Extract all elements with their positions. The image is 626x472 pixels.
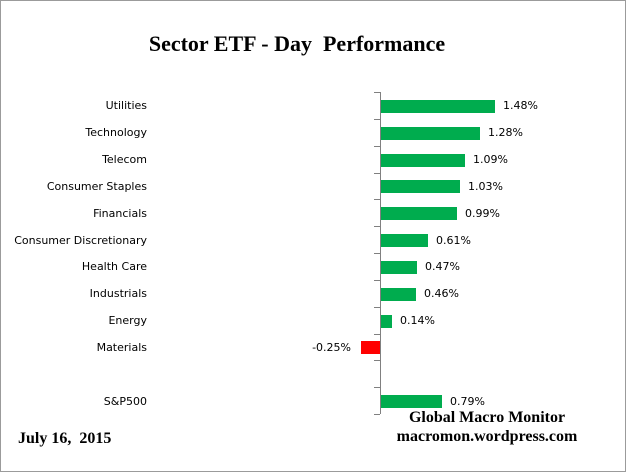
value-label: 0.99% xyxy=(465,207,500,220)
axis-tick xyxy=(374,307,380,308)
bar xyxy=(381,100,495,113)
footer-brand-url: macromon.wordpress.com xyxy=(396,428,578,445)
value-label: 0.79% xyxy=(450,395,485,408)
value-label: 0.46% xyxy=(424,287,459,300)
axis-tick xyxy=(374,280,380,281)
value-label: 1.48% xyxy=(503,99,538,112)
footer-brand-name: Global Macro Monitor xyxy=(408,409,566,426)
footer-date: July 16, 2015 xyxy=(18,430,112,447)
bar xyxy=(381,288,416,301)
category-label: Technology xyxy=(85,126,147,139)
category-label: Telecom xyxy=(102,153,147,166)
bar xyxy=(381,127,480,140)
category-label: S&P500 xyxy=(103,395,147,408)
bar xyxy=(381,395,442,408)
axis-tick xyxy=(374,360,380,361)
axis-tick xyxy=(374,119,380,120)
bar xyxy=(381,261,417,274)
axis-tick xyxy=(374,226,380,227)
category-label: Energy xyxy=(108,314,147,327)
axis-tick xyxy=(374,146,380,147)
category-label: Health Care xyxy=(81,260,147,273)
value-axis-line xyxy=(380,92,381,414)
axis-tick xyxy=(374,414,380,415)
chart-title: Sector ETF - Day Performance xyxy=(148,31,446,56)
category-label: Consumer Discretionary xyxy=(14,234,147,247)
value-label: 0.61% xyxy=(436,234,471,247)
category-label: Materials xyxy=(96,341,147,354)
category-label: Financials xyxy=(93,207,147,220)
value-label: 1.03% xyxy=(468,180,503,193)
category-label: Industrials xyxy=(89,287,147,300)
footer-brand: Global Macro Monitor macromon.wordpress.… xyxy=(379,408,595,446)
axis-tick xyxy=(374,334,380,335)
category-label: Consumer Staples xyxy=(46,180,147,193)
bar xyxy=(381,207,457,220)
axis-tick xyxy=(374,253,380,254)
value-label: 1.28% xyxy=(488,126,523,139)
axis-tick xyxy=(374,92,380,93)
bar xyxy=(381,154,465,167)
category-label: Utilities xyxy=(105,99,147,112)
axis-tick xyxy=(374,387,380,388)
bar xyxy=(361,341,380,354)
value-label: 0.14% xyxy=(400,314,435,327)
axis-tick xyxy=(374,199,380,200)
bar xyxy=(381,180,460,193)
value-label: 1.09% xyxy=(473,153,508,166)
bar xyxy=(381,315,392,328)
value-label: -0.25% xyxy=(312,341,351,354)
axis-tick xyxy=(374,173,380,174)
bar xyxy=(381,234,428,247)
value-label: 0.47% xyxy=(425,260,460,273)
